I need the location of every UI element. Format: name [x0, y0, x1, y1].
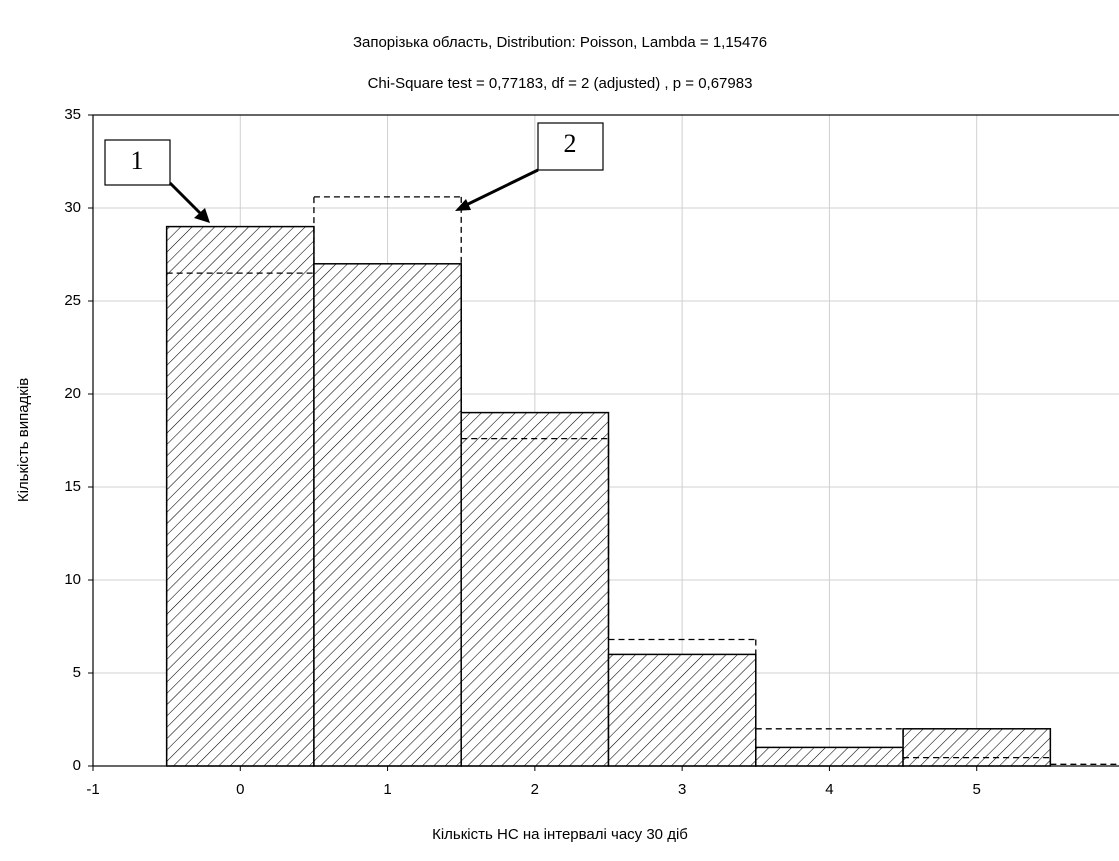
y-tick-label: 0 [73, 757, 81, 774]
y-tick-label: 20 [64, 385, 81, 402]
x-tick-label: 2 [531, 781, 539, 798]
annotation-1: 1 [104, 139, 210, 223]
chart-subtitle: Chi-Square test = 0,77183, df = 2 (adjus… [368, 75, 753, 92]
annotation-box [104, 139, 171, 186]
x-axis-label: Кількість НС на інтервалі часу 30 діб [432, 826, 688, 843]
bar [755, 746, 904, 767]
annotation-text: 2 [564, 129, 577, 158]
bar [607, 653, 757, 767]
y-tick-label: 10 [64, 571, 81, 588]
x-tick-label: 5 [973, 781, 981, 798]
bar [460, 411, 610, 767]
bar [313, 263, 462, 767]
annotation-arrowhead [194, 208, 210, 223]
annotation-arrow [168, 181, 206, 219]
x-tick-label: 4 [825, 781, 833, 798]
annotation-2: 2 [455, 122, 604, 211]
chart-title: Запорізька область, Distribution: Poisso… [353, 34, 767, 51]
bar [902, 728, 1052, 767]
x-tick-label: 0 [236, 781, 244, 798]
annotation-arrowhead [455, 199, 471, 211]
x-tick-label: -1 [86, 781, 99, 798]
y-axis-label: Кількість випадків [15, 378, 32, 502]
annotation-text: 1 [131, 146, 144, 175]
y-tick-label: 30 [64, 199, 81, 216]
x-tick-label: 1 [383, 781, 391, 798]
y-tick-label: 25 [64, 292, 81, 309]
annotation-box [537, 122, 604, 171]
annotation-arrow [461, 168, 539, 209]
y-tick-label: 5 [73, 664, 81, 681]
x-tick-label: 3 [678, 781, 686, 798]
y-tick-label: 15 [64, 478, 81, 495]
bar [165, 225, 315, 767]
plot-frame [92, 114, 1119, 767]
y-tick-label: 35 [64, 106, 81, 123]
